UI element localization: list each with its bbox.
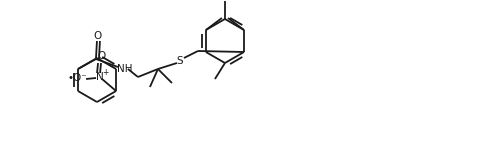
Text: •O⁻: •O⁻ [67, 73, 87, 83]
Text: +: + [102, 67, 108, 77]
Text: N: N [96, 72, 104, 82]
Text: O: O [97, 51, 105, 61]
Text: O: O [94, 31, 102, 41]
Text: S: S [177, 56, 183, 66]
Text: NH: NH [117, 64, 133, 74]
